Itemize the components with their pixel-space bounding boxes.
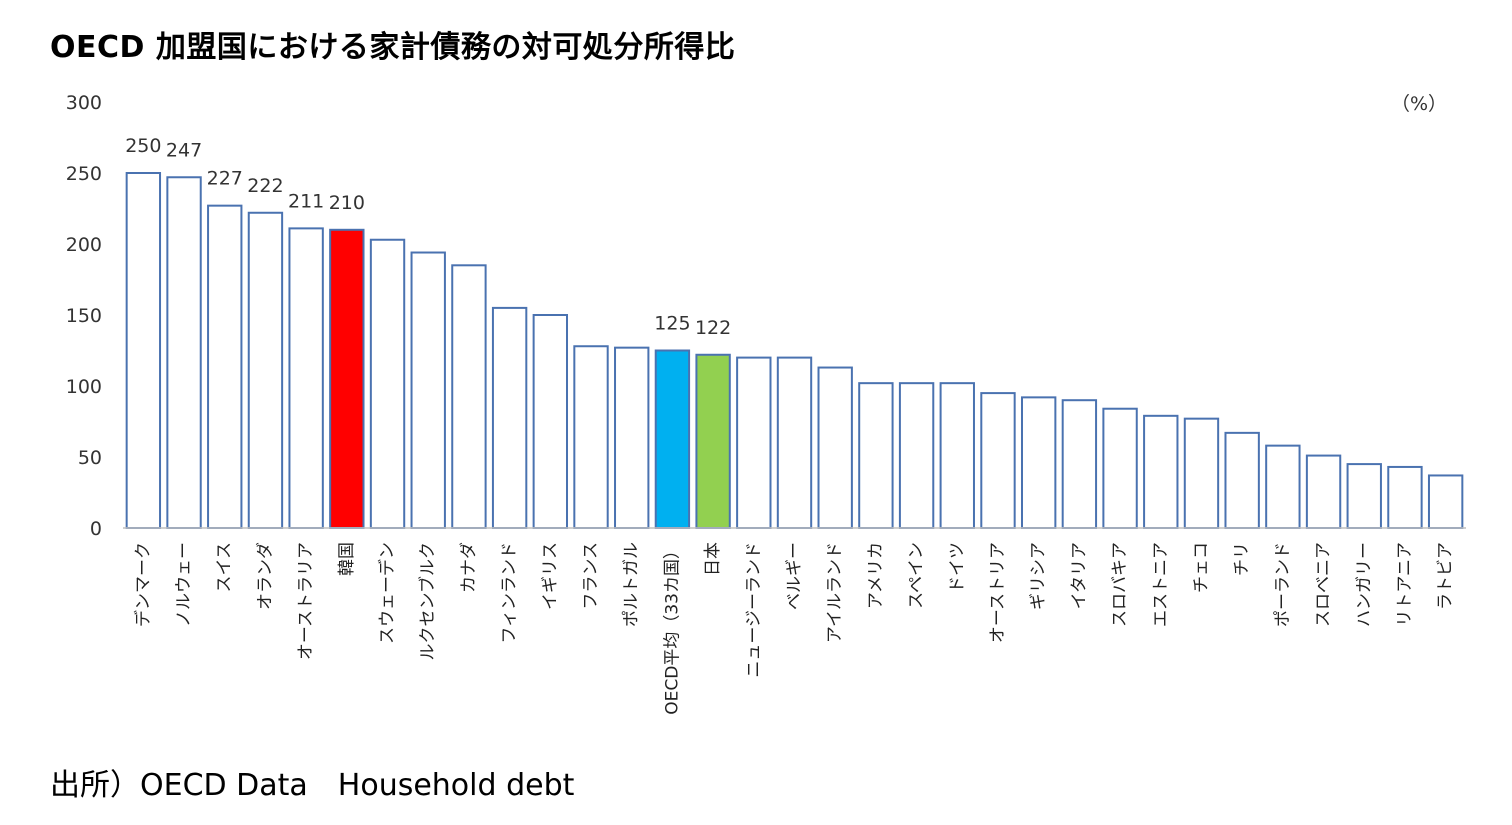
x-category-label: アイルランド (825, 542, 845, 643)
x-category-label: イタリア (1069, 542, 1089, 609)
y-tick-label: 200 (66, 234, 102, 256)
x-category-label: OECD平均（33カ国） (662, 542, 682, 715)
x-category-label: ポーランド (1273, 542, 1293, 627)
x-category-label: アメリカ (866, 542, 886, 609)
x-category-label: ラトビア (1436, 542, 1456, 610)
data-label: 247 (166, 139, 202, 161)
data-label: 250 (125, 135, 161, 157)
bars (125, 172, 1464, 530)
bar (532, 314, 569, 529)
bar (1387, 465, 1423, 530)
bar (1265, 444, 1301, 530)
bar (1305, 454, 1342, 529)
x-category-label: イギリス (540, 542, 560, 610)
x-category-label: ドイツ (947, 542, 967, 593)
chart-title: OECD 加盟国における家計債務の対可処分所得比 (50, 30, 736, 65)
bar (166, 176, 202, 529)
bar (980, 392, 1016, 529)
bar (247, 211, 284, 529)
bar (776, 356, 813, 529)
bar (1183, 417, 1220, 529)
x-category-label: チェコ (1191, 542, 1211, 593)
bar (410, 251, 446, 530)
x-category-label: ハンガリー (1354, 542, 1374, 627)
x-category-label: フランス (581, 542, 601, 610)
bar (1224, 431, 1260, 529)
x-category-label: デンマーク (132, 542, 153, 627)
bar (1143, 414, 1179, 530)
x-category-label: ニュージーランド (744, 542, 764, 678)
bar (898, 382, 935, 529)
unit-label: （%） (1391, 93, 1447, 115)
x-category-label: フィンランド (500, 542, 520, 644)
x-category-label: 日本 (703, 542, 723, 576)
data-label: 122 (695, 317, 731, 339)
bar (695, 353, 731, 530)
x-category-label: オーストリア (988, 542, 1008, 643)
x-category-label: スウェーデン (377, 542, 398, 644)
bar (329, 228, 365, 530)
x-category-label: ポルトガル (622, 542, 642, 627)
bar (817, 366, 853, 530)
x-category-label: チリ (1232, 542, 1252, 576)
bar (1102, 407, 1138, 529)
x-category-label: カナダ (459, 542, 479, 593)
y-tick-label: 100 (66, 376, 102, 398)
bar (1346, 463, 1382, 530)
bar (1020, 396, 1057, 529)
x-category-label: スイス (215, 542, 235, 593)
bar (207, 204, 243, 529)
data-label: 222 (247, 175, 283, 197)
y-tick-label: 150 (66, 305, 102, 327)
bar (939, 382, 975, 529)
y-tick-label: 300 (66, 92, 102, 114)
y-tick-label: 250 (66, 163, 102, 185)
x-category-label: エストニア (1151, 542, 1171, 627)
source-note: 出所）OECD Data Household debt (50, 768, 575, 803)
bar (654, 349, 691, 529)
bar (1061, 399, 1098, 530)
bar (451, 264, 487, 529)
x-category-label: 韓国 (337, 542, 357, 576)
bar (573, 345, 609, 529)
x-category-label: オーストラリア (296, 542, 316, 660)
data-label: 211 (288, 190, 324, 212)
x-category-label: スロベニア (1314, 542, 1334, 627)
data-label: 125 (654, 313, 690, 335)
x-category-label: スロバキア (1110, 542, 1130, 627)
y-axis-labels: 0 50 100 150 200 250 300 (66, 92, 102, 540)
bar (614, 346, 650, 529)
y-tick-label: 50 (78, 447, 102, 469)
bar (125, 172, 162, 529)
x-category-label: ベルギー (785, 542, 805, 610)
x-category-label: スペイン (907, 542, 927, 609)
x-category-label: オランダ (255, 542, 275, 610)
data-label: 210 (329, 192, 365, 214)
bar (858, 382, 894, 529)
x-category-label: ノルウェー (174, 542, 194, 627)
bar (491, 306, 528, 529)
data-label: 227 (207, 168, 243, 190)
x-category-label: リトアニア (1395, 542, 1415, 627)
bar (1427, 474, 1464, 529)
x-category-label: ルクセンブルク (417, 542, 438, 661)
x-category-label: ギリシア (1029, 542, 1049, 610)
y-tick-label: 0 (90, 518, 102, 540)
bar (369, 238, 406, 530)
bar (288, 227, 324, 529)
bar (736, 356, 772, 529)
category-labels: デンマーク ノルウェー スイス オランダ オーストラリア 韓国 スウェーデン ルクセンブルクカ… (132, 542, 1455, 715)
